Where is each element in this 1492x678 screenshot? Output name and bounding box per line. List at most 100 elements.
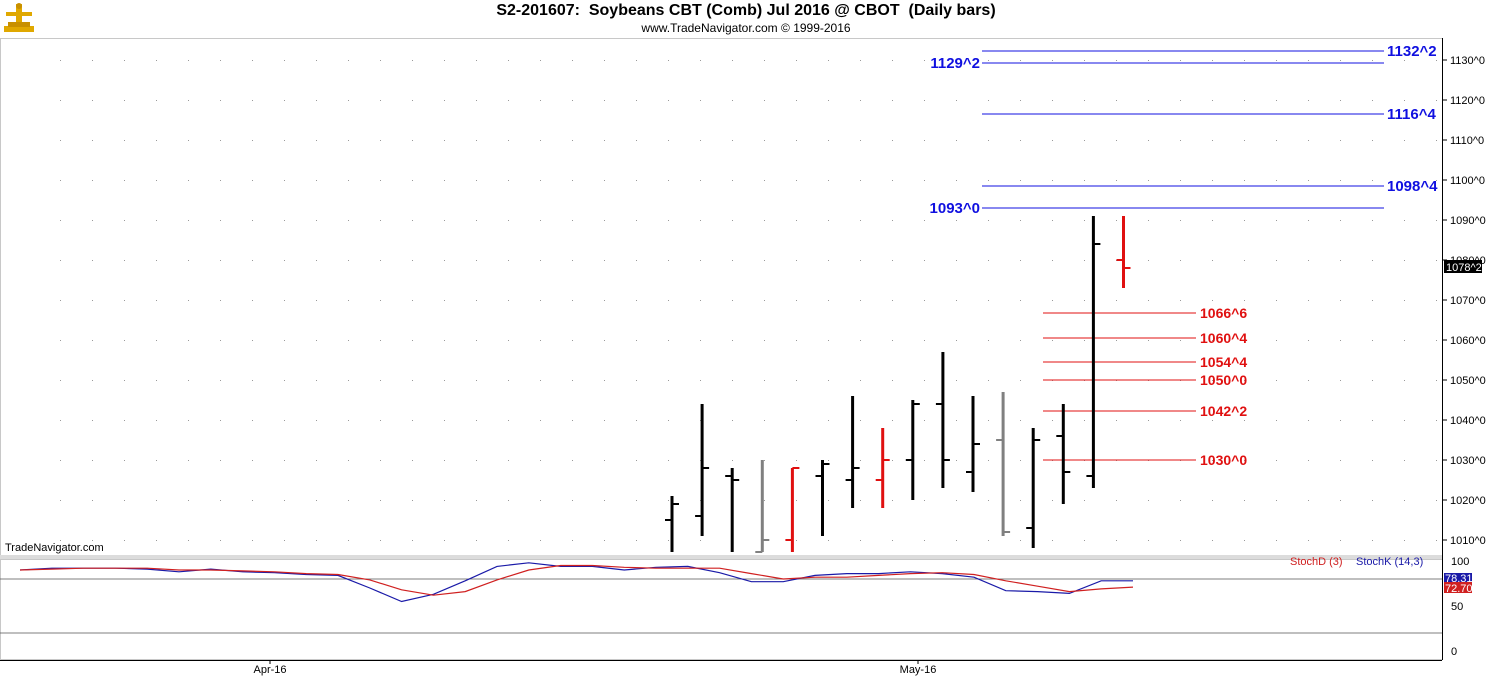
grid-dot	[1436, 100, 1437, 101]
stoch-panel-frame	[0, 559, 1443, 660]
grid-dot	[828, 100, 829, 101]
grid-dot	[956, 220, 957, 221]
grid-dot	[508, 180, 509, 181]
price-tick-label: 1090^0	[1450, 215, 1486, 227]
grid-dot	[1084, 260, 1085, 261]
grid-dot	[1084, 60, 1085, 61]
grid-dot	[860, 300, 861, 301]
grid-dot	[316, 60, 317, 61]
grid-dot	[1404, 300, 1405, 301]
legend-stochk: StochK (14,3)	[1356, 556, 1423, 568]
grid-dot	[1404, 100, 1405, 101]
grid-dot	[1340, 180, 1341, 181]
grid-dot	[284, 220, 285, 221]
grid-dot	[1404, 500, 1405, 501]
grid-dot	[1148, 260, 1149, 261]
grid-dot	[540, 460, 541, 461]
grid-dot	[1340, 100, 1341, 101]
grid-dot	[380, 220, 381, 221]
grid-dot	[924, 540, 925, 541]
grid-dot	[284, 260, 285, 261]
grid-dot	[540, 220, 541, 221]
grid-dot	[700, 380, 701, 381]
price-tick-label: 1010^0	[1450, 535, 1486, 547]
grid-dot	[924, 500, 925, 501]
grid-dot	[668, 260, 669, 261]
grid-dot	[764, 500, 765, 501]
grid-dot	[188, 340, 189, 341]
grid-dot	[60, 380, 61, 381]
grid-dot	[1404, 340, 1405, 341]
dotted-grid	[60, 60, 1437, 541]
price-level-label: 1132^2	[1387, 43, 1437, 60]
grid-dot	[348, 500, 349, 501]
grid-dot	[124, 220, 125, 221]
grid-dot	[220, 60, 221, 61]
trader-figure-icon	[4, 3, 34, 32]
grid-dot	[1052, 420, 1053, 421]
grid-dot	[220, 100, 221, 101]
grid-dot	[956, 540, 957, 541]
price-bars	[665, 216, 1131, 553]
grid-dot	[924, 380, 925, 381]
grid-dot	[1404, 260, 1405, 261]
grid-dot	[92, 340, 93, 341]
stochd-value: 72.70	[1445, 583, 1473, 595]
grid-dot	[1052, 340, 1053, 341]
grid-dot	[1244, 260, 1245, 261]
grid-dot	[1436, 380, 1437, 381]
grid-dot	[92, 540, 93, 541]
grid-dot	[348, 540, 349, 541]
grid-dot	[1340, 500, 1341, 501]
grid-dot	[860, 420, 861, 421]
x-tick-label: Apr-16	[253, 664, 286, 676]
grid-dot	[732, 460, 733, 461]
panel-divider[interactable]	[0, 555, 1442, 559]
grid-dot	[348, 180, 349, 181]
grid-dot	[1308, 340, 1309, 341]
grid-dot	[316, 500, 317, 501]
grid-dot	[1212, 260, 1213, 261]
grid-dot	[1436, 500, 1437, 501]
grid-dot	[1180, 220, 1181, 221]
grid-dot	[444, 140, 445, 141]
grid-dot	[92, 220, 93, 221]
grid-dot	[1276, 340, 1277, 341]
grid-dot	[412, 220, 413, 221]
grid-dot	[828, 460, 829, 461]
grid-dot	[348, 260, 349, 261]
grid-dot	[892, 300, 893, 301]
grid-dot	[252, 140, 253, 141]
grid-dot	[188, 500, 189, 501]
grid-dot	[956, 380, 957, 381]
grid-dot	[1116, 500, 1117, 501]
grid-dot	[380, 340, 381, 341]
grid-dot	[572, 180, 573, 181]
grid-dot	[1308, 220, 1309, 221]
grid-dot	[988, 100, 989, 101]
grid-dot	[60, 540, 61, 541]
grid-dot	[1276, 420, 1277, 421]
grid-dot	[1244, 500, 1245, 501]
grid-dot	[988, 180, 989, 181]
grid-dot	[1020, 540, 1021, 541]
grid-dot	[220, 140, 221, 141]
price-tick-label: 1030^0	[1450, 455, 1486, 467]
grid-dot	[828, 180, 829, 181]
grid-dot	[1308, 540, 1309, 541]
grid-dot	[1308, 460, 1309, 461]
grid-dot	[1148, 180, 1149, 181]
grid-dot	[1340, 340, 1341, 341]
x-axis-labels: Apr-16 May-16	[253, 660, 936, 676]
price-tick-label: 1110^0	[1450, 135, 1484, 147]
grid-dot	[956, 260, 957, 261]
grid-dot	[156, 140, 157, 141]
grid-dot	[572, 420, 573, 421]
grid-dot	[1212, 100, 1213, 101]
grid-dot	[956, 60, 957, 61]
grid-dot	[604, 540, 605, 541]
grid-dot	[380, 60, 381, 61]
grid-dot	[732, 60, 733, 61]
price-tick-label: 1100^0	[1450, 175, 1485, 187]
